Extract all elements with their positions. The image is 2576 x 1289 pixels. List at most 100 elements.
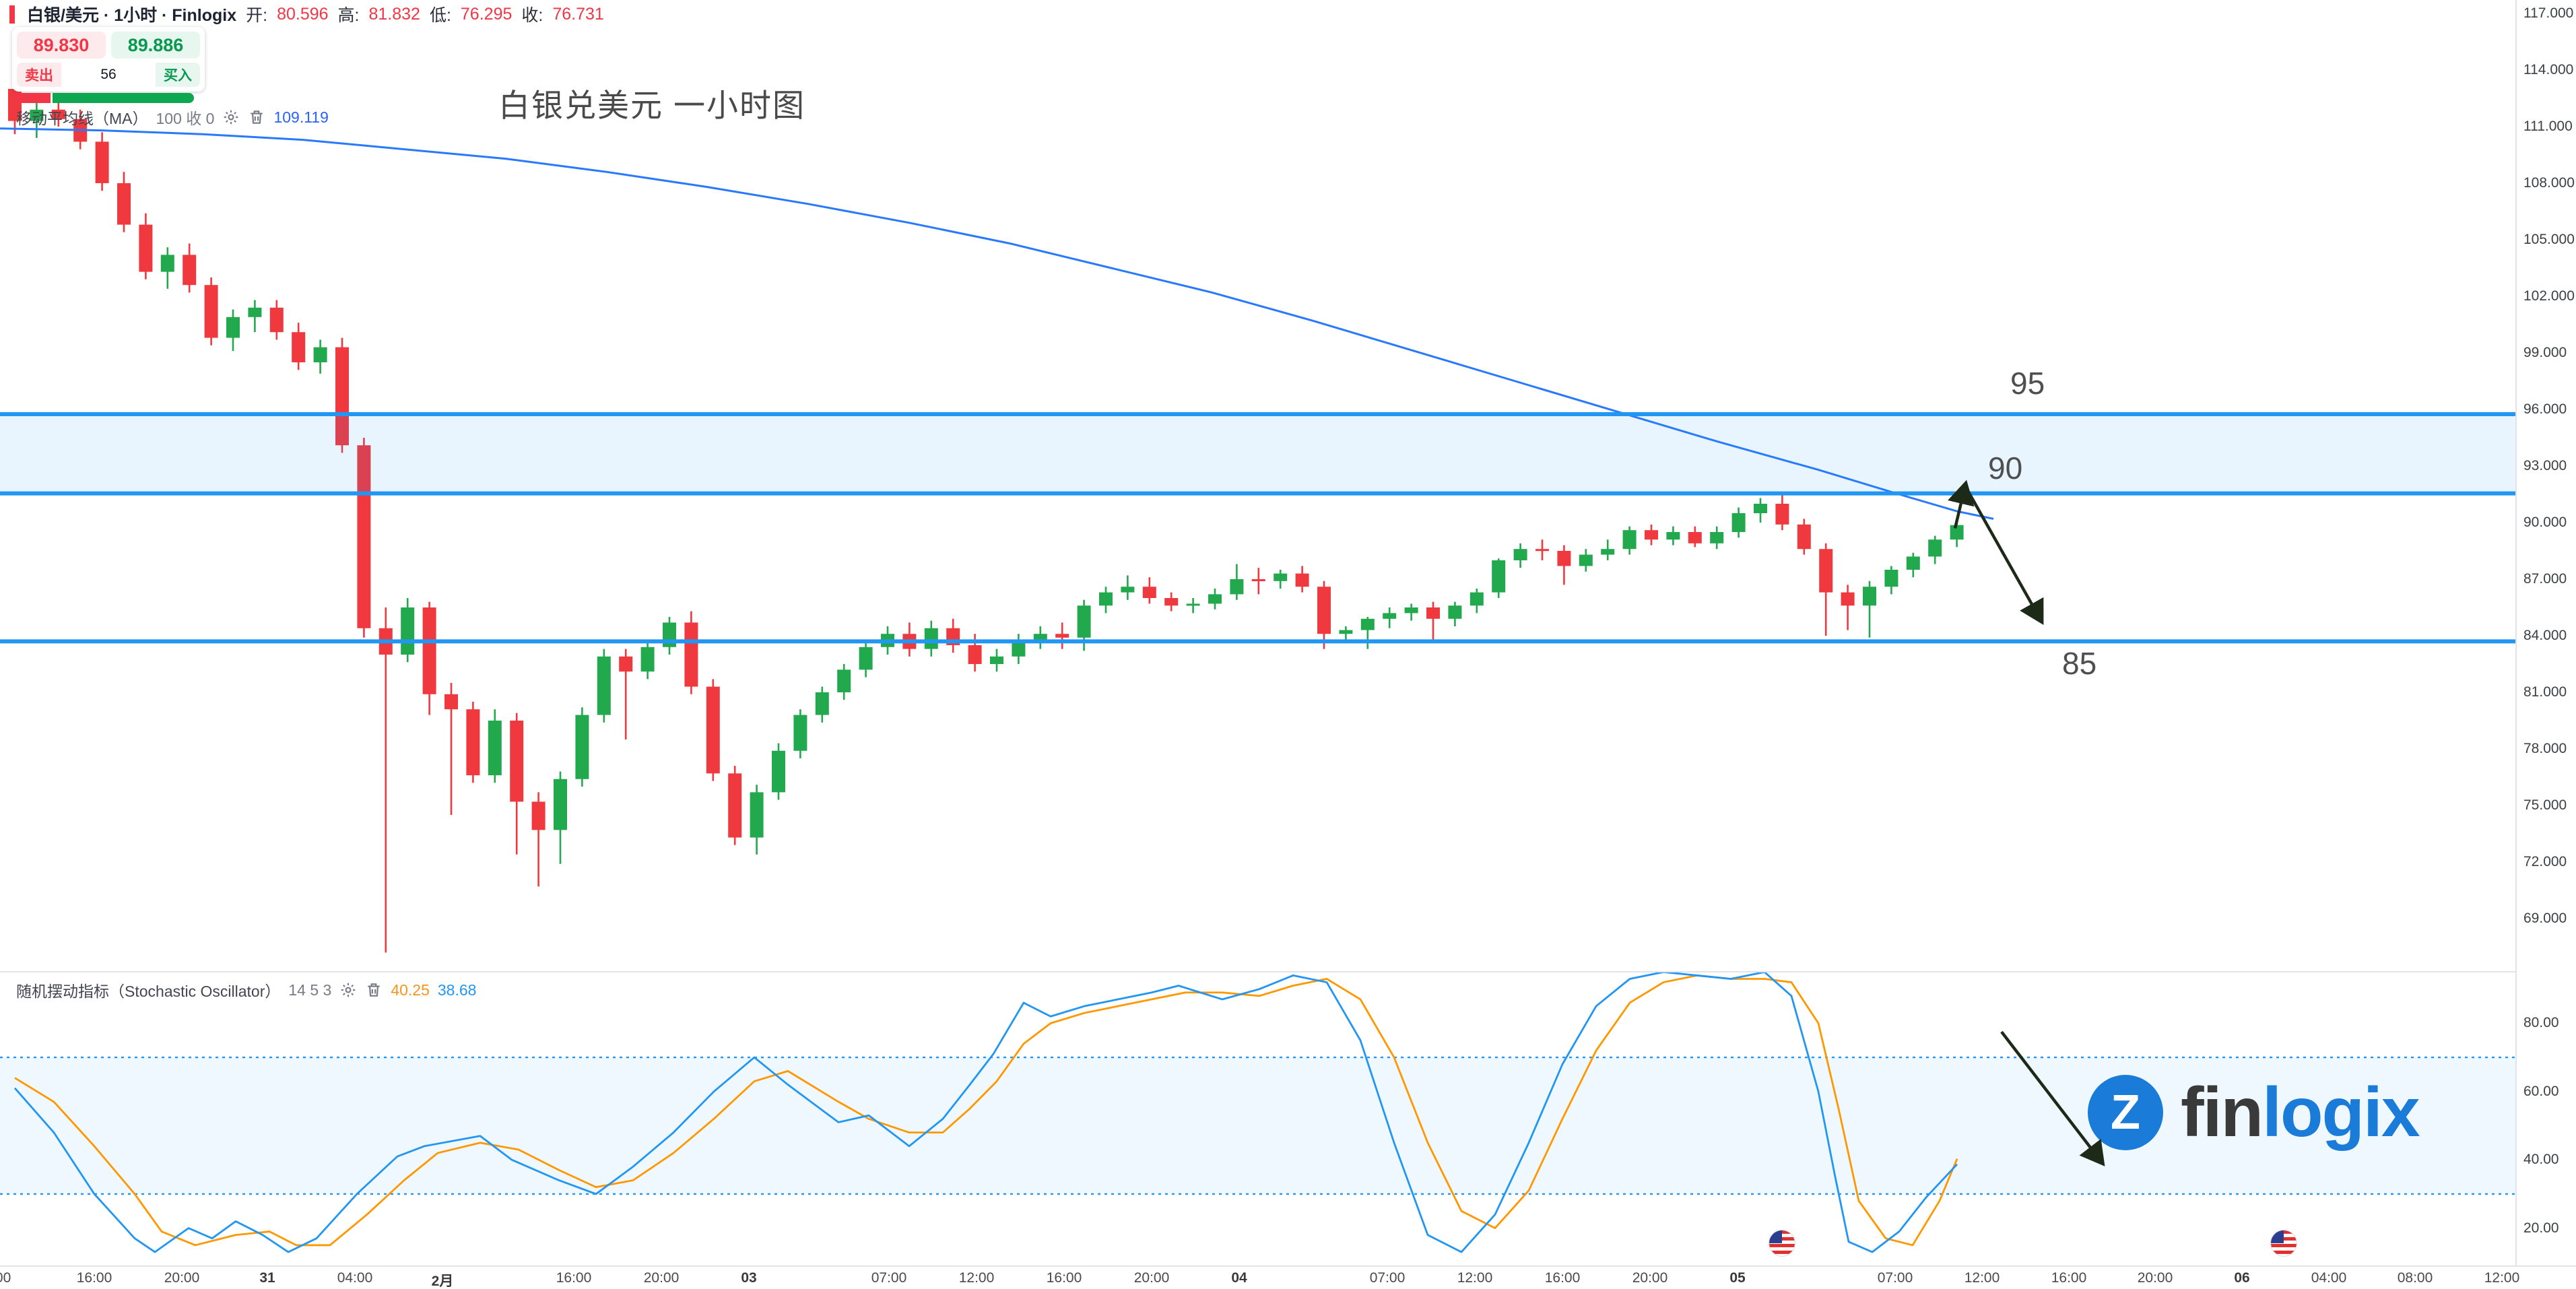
us-flag-event-icon[interactable] [2271, 1230, 2297, 1256]
sell-button[interactable]: 卖出 [17, 63, 61, 87]
us-flag-event-icon[interactable] [1769, 1230, 1795, 1256]
candle[interactable] [859, 647, 873, 670]
gear-icon[interactable] [339, 981, 357, 999]
candle[interactable] [183, 255, 197, 286]
candle[interactable] [1077, 605, 1091, 638]
price-pane[interactable] [0, 0, 2515, 971]
candle[interactable] [160, 255, 174, 272]
candle[interactable] [1274, 573, 1288, 581]
candle[interactable] [1099, 592, 1113, 606]
candle[interactable] [422, 607, 436, 694]
candle[interactable] [968, 645, 982, 664]
candle[interactable] [531, 801, 546, 830]
candle[interactable] [1186, 603, 1200, 606]
gear-icon[interactable] [222, 108, 240, 126]
candle[interactable] [684, 622, 698, 687]
candle[interactable] [1513, 549, 1527, 560]
candle[interactable] [1448, 605, 1462, 619]
candle[interactable] [1622, 530, 1637, 550]
candle[interactable] [1230, 579, 1244, 595]
candle[interactable] [1317, 587, 1331, 634]
candle[interactable] [815, 692, 829, 715]
candle[interactable] [1557, 551, 1571, 566]
candle[interactable] [1383, 613, 1397, 619]
candle[interactable] [1426, 607, 1440, 619]
candle[interactable] [837, 669, 851, 692]
candle[interactable] [248, 307, 262, 317]
candle[interactable] [990, 656, 1003, 664]
candle[interactable] [401, 607, 415, 655]
symbol-title[interactable]: 白银/美元 · 1小时 · Finlogix [27, 6, 237, 25]
candle[interactable] [30, 109, 44, 121]
buy-price-button[interactable]: 89.886 [111, 32, 200, 59]
candle[interactable] [444, 694, 458, 710]
candle[interactable] [1645, 530, 1658, 540]
candle[interactable] [924, 628, 938, 649]
candle[interactable] [51, 109, 65, 119]
candle[interactable] [1492, 560, 1506, 593]
candle[interactable] [1601, 549, 1615, 555]
candle[interactable] [1579, 554, 1593, 566]
time-axis[interactable]: 12:00 16:00 20:00 31 04:00 2月 16:00 20:00 03 07:0… [0, 1267, 2576, 1289]
candle[interactable] [1797, 524, 1811, 550]
candle[interactable] [226, 317, 240, 338]
candle[interactable] [728, 773, 742, 838]
stoch-indicator-name[interactable]: 随机摆动指标（Stochastic Oscillator） [16, 983, 281, 1000]
candle[interactable] [292, 332, 306, 362]
ma-indicator-name[interactable]: 移动平均线（MA） [16, 110, 148, 127]
candle[interactable] [706, 686, 720, 774]
candle[interactable] [1164, 598, 1179, 606]
candle[interactable] [1404, 607, 1418, 614]
candle[interactable] [313, 347, 327, 362]
candle[interactable] [466, 709, 480, 776]
candle[interactable] [488, 721, 502, 776]
buy-button[interactable]: 买入 [156, 63, 200, 87]
candle[interactable] [1906, 556, 1920, 570]
candle[interactable] [1469, 592, 1484, 606]
candle[interactable] [772, 750, 785, 793]
candle[interactable] [1121, 587, 1135, 593]
candle[interactable] [1535, 549, 1549, 552]
candle[interactable] [1775, 504, 1789, 525]
candle[interactable] [1863, 587, 1876, 606]
candle[interactable] [1710, 532, 1724, 543]
candle[interactable] [1360, 618, 1375, 630]
candle[interactable] [597, 656, 611, 715]
candle[interactable] [1012, 641, 1026, 657]
candle[interactable] [1339, 630, 1353, 634]
candle[interactable] [357, 445, 371, 628]
candle[interactable] [554, 779, 567, 830]
candle[interactable] [575, 715, 589, 779]
stoch-k-line[interactable] [13, 972, 1958, 1253]
candle[interactable] [640, 647, 655, 672]
candle[interactable] [1819, 549, 1833, 593]
candle[interactable] [1142, 587, 1156, 598]
candle[interactable] [1033, 634, 1047, 642]
candle[interactable] [1208, 594, 1222, 604]
candle[interactable] [619, 656, 633, 672]
candle[interactable] [1884, 570, 1898, 587]
candle[interactable] [1841, 592, 1855, 606]
candle[interactable] [1688, 532, 1702, 543]
candle[interactable] [204, 285, 218, 338]
candle[interactable] [1295, 573, 1309, 587]
candle[interactable] [793, 715, 807, 751]
candle[interactable] [750, 792, 764, 838]
pane-separator[interactable] [0, 971, 2515, 972]
trash-icon[interactable] [248, 108, 265, 126]
ma-100-line[interactable] [0, 127, 1994, 520]
candle[interactable] [1055, 634, 1069, 638]
candle[interactable] [1950, 525, 1964, 540]
candle[interactable] [510, 721, 524, 802]
candle[interactable] [335, 347, 349, 446]
candle[interactable] [1251, 579, 1265, 581]
sell-price-button[interactable]: 89.830 [17, 32, 106, 59]
candle[interactable] [117, 183, 131, 225]
candle[interactable] [269, 307, 284, 333]
candle[interactable] [1666, 532, 1680, 540]
trash-icon[interactable] [365, 981, 383, 999]
candle[interactable] [139, 224, 153, 272]
candle[interactable] [95, 141, 109, 183]
candle[interactable] [1731, 513, 1746, 532]
candle[interactable] [1754, 504, 1767, 513]
